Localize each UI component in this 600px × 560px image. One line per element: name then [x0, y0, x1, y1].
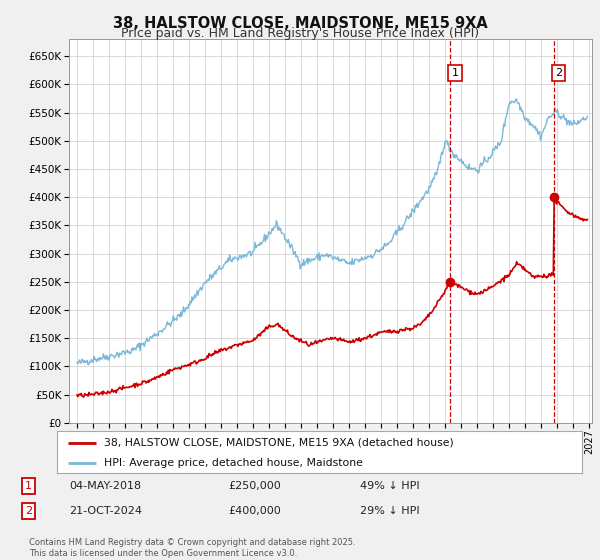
- Text: 2: 2: [555, 68, 562, 78]
- Text: 38, HALSTOW CLOSE, MAIDSTONE, ME15 9XA: 38, HALSTOW CLOSE, MAIDSTONE, ME15 9XA: [113, 16, 487, 31]
- Text: £400,000: £400,000: [228, 506, 281, 516]
- Text: Price paid vs. HM Land Registry's House Price Index (HPI): Price paid vs. HM Land Registry's House …: [121, 27, 479, 40]
- Text: 49% ↓ HPI: 49% ↓ HPI: [360, 481, 419, 491]
- Text: 1: 1: [25, 481, 32, 491]
- Text: 38, HALSTOW CLOSE, MAIDSTONE, ME15 9XA (detached house): 38, HALSTOW CLOSE, MAIDSTONE, ME15 9XA (…: [104, 437, 454, 447]
- Text: HPI: Average price, detached house, Maidstone: HPI: Average price, detached house, Maid…: [104, 458, 363, 468]
- Text: £250,000: £250,000: [228, 481, 281, 491]
- Text: 1: 1: [452, 68, 459, 78]
- Text: 21-OCT-2024: 21-OCT-2024: [69, 506, 142, 516]
- Text: 29% ↓ HPI: 29% ↓ HPI: [360, 506, 419, 516]
- Text: Contains HM Land Registry data © Crown copyright and database right 2025.
This d: Contains HM Land Registry data © Crown c…: [29, 538, 355, 558]
- Text: 2: 2: [25, 506, 32, 516]
- Text: 04-MAY-2018: 04-MAY-2018: [69, 481, 141, 491]
